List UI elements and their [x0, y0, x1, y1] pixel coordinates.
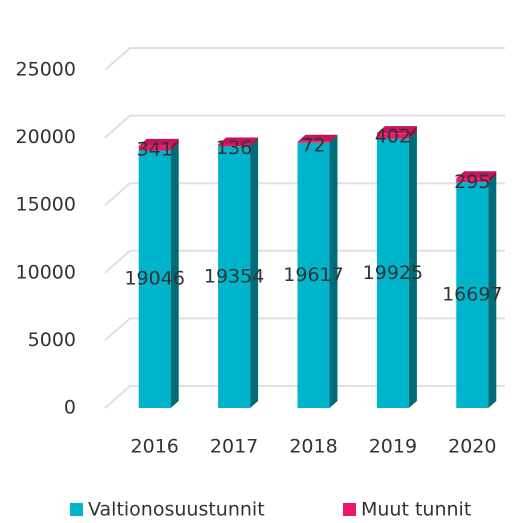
data-label: 136: [216, 137, 252, 159]
bar-segment: [138, 150, 171, 408]
bar-side: [170, 138, 179, 151]
data-label: 402: [375, 126, 411, 148]
data-label: 19354: [204, 266, 264, 288]
bar-segment: [297, 142, 330, 409]
bar-segment: [297, 141, 330, 143]
legend-label: Valtionosuustunnit: [88, 499, 265, 521]
bar-segment: [456, 182, 489, 408]
data-label: 19617: [283, 264, 343, 286]
bar-segment: [376, 133, 409, 139]
bar-side: [408, 131, 417, 408]
data-label: 72: [301, 134, 325, 156]
bar-top: [376, 126, 417, 134]
bar-side: [329, 134, 338, 143]
data-label: 341: [137, 138, 173, 160]
legend-swatch: [70, 503, 83, 516]
data-label: 19925: [363, 262, 423, 284]
y-tick-label: 20000: [16, 126, 76, 148]
grid-line: [104, 114, 505, 139]
legend-swatch: [343, 503, 356, 516]
y-tick-label: 0: [64, 397, 76, 419]
bar-segment: [376, 138, 409, 408]
y-tick-label: 10000: [16, 261, 76, 283]
bar-segment: [218, 144, 251, 147]
bar-top: [138, 138, 179, 146]
bar-side: [250, 137, 259, 147]
x-tick-label: 2018: [289, 436, 337, 458]
x-tick-label: 2019: [369, 436, 417, 458]
grid-line: [104, 47, 505, 71]
bar-side: [488, 171, 497, 183]
x-tick-label: 2016: [131, 436, 179, 458]
y-tick-label: 5000: [28, 329, 76, 351]
bar-side: [250, 139, 259, 408]
bar-side: [329, 135, 338, 409]
bar-side: [488, 175, 497, 408]
legend-label: Muut tunnit: [361, 499, 471, 521]
bar-top: [218, 137, 259, 145]
y-tick-label: 15000: [16, 194, 76, 216]
data-label: 295: [454, 171, 490, 193]
x-tick-label: 2017: [210, 436, 258, 458]
bar-segment: [138, 145, 171, 151]
data-label: 19046: [124, 268, 184, 290]
bar-top: [297, 134, 338, 142]
bar-segment: [456, 178, 489, 183]
bar-side: [408, 126, 417, 139]
x-tick-label: 2020: [448, 436, 496, 458]
data-label: 16697: [442, 284, 502, 306]
y-tick-label: 25000: [16, 59, 76, 81]
bar-segment: [218, 146, 251, 408]
bar-side: [170, 143, 179, 408]
bar-top: [456, 171, 497, 179]
